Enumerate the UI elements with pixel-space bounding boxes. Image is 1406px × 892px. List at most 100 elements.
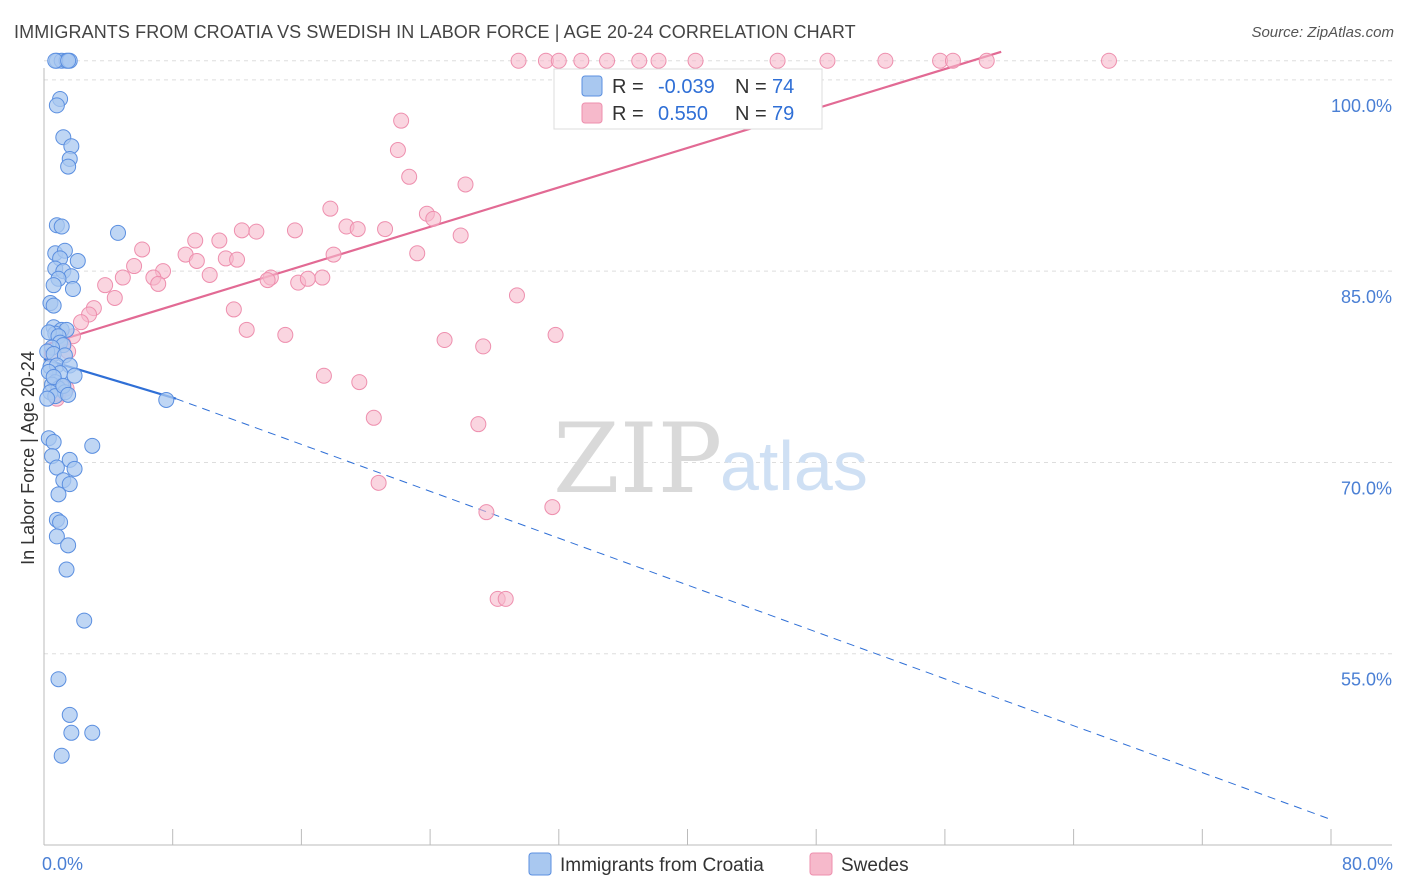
source-credit: Source: ZipAtlas.com	[1251, 24, 1394, 41]
point-croatia	[50, 671, 67, 688]
point-swedes	[238, 321, 255, 338]
chart-title: IMMIGRANTS FROM CROATIA VS SWEDISH IN LA…	[14, 22, 856, 42]
x-tick-labels: 0.0% 80.0%	[42, 854, 1393, 874]
point-swedes	[377, 221, 394, 238]
legend-r-value-swedes: 0.550	[658, 103, 708, 125]
point-swedes	[508, 287, 525, 304]
point-swedes	[299, 270, 316, 287]
point-swedes	[134, 241, 151, 258]
point-swedes	[393, 112, 410, 129]
point-croatia	[52, 514, 69, 531]
point-swedes	[573, 52, 590, 69]
watermark-atlas: atlas	[720, 427, 868, 505]
point-croatia	[69, 252, 86, 269]
point-croatia	[50, 486, 67, 503]
gridlines	[44, 60, 1392, 655]
point-croatia	[64, 281, 81, 298]
point-swedes	[229, 251, 246, 268]
point-swedes	[106, 289, 123, 306]
point-swedes	[769, 52, 786, 69]
watermark-zip: ZIP	[553, 403, 722, 515]
point-swedes	[97, 277, 114, 294]
axes	[43, 68, 1392, 846]
y-tick-label: 55.0%	[1341, 670, 1392, 690]
point-swedes	[211, 232, 228, 249]
point-swedes	[547, 326, 564, 343]
point-swedes	[286, 222, 303, 239]
point-croatia	[39, 390, 56, 407]
point-swedes	[650, 52, 667, 69]
point-swedes	[150, 275, 167, 292]
point-swedes	[944, 52, 961, 69]
point-croatia	[60, 158, 77, 175]
point-croatia	[61, 706, 78, 723]
point-croatia	[76, 612, 93, 629]
point-swedes	[687, 52, 704, 69]
point-swedes	[233, 222, 250, 239]
point-swedes	[457, 176, 474, 193]
x-tick-label: 0.0%	[42, 854, 83, 874]
watermark: ZIP atlas	[553, 403, 868, 515]
series-legend-label-swedes: Swedes	[841, 855, 909, 876]
point-swedes	[370, 474, 387, 491]
point-croatia	[158, 391, 175, 408]
point-swedes	[978, 52, 995, 69]
x-tick-label: 80.0%	[1342, 854, 1393, 874]
y-tick-label: 100.0%	[1331, 96, 1392, 116]
trendline-croatia	[175, 398, 1332, 820]
point-swedes	[401, 168, 418, 185]
series-legend-swatch-swedes	[809, 852, 833, 876]
series-legend-label-croatia: Immigrants from Croatia	[560, 855, 764, 876]
y-axis-label: In Labor Force | Age 20-24	[18, 351, 38, 565]
point-croatia	[63, 724, 80, 741]
legend-swatch-croatia	[581, 75, 603, 97]
legend-r-label: R =	[612, 76, 644, 98]
point-swedes	[314, 269, 331, 286]
legend-n-value-swedes: 79	[772, 103, 794, 125]
point-swedes	[819, 52, 836, 69]
point-swedes	[877, 52, 894, 69]
point-croatia	[45, 434, 62, 451]
point-swedes	[351, 374, 368, 391]
series-legend-swatch-croatia	[528, 852, 552, 876]
point-croatia	[66, 367, 83, 384]
point-swedes	[188, 252, 205, 269]
point-swedes	[478, 504, 495, 521]
point-swedes	[126, 258, 143, 275]
point-swedes	[436, 332, 453, 349]
data-points	[39, 52, 1117, 764]
y-tick-label: 70.0%	[1341, 478, 1392, 498]
point-swedes	[409, 245, 426, 262]
point-croatia	[60, 52, 77, 69]
legend-swatch-swedes	[581, 102, 603, 124]
point-croatia	[84, 724, 101, 741]
point-croatia	[84, 437, 101, 454]
point-swedes	[631, 52, 648, 69]
point-swedes	[187, 232, 204, 249]
legend-n-value-croatia: 74	[772, 76, 794, 98]
point-swedes	[497, 590, 514, 607]
stats-legend: R = -0.039 N = 74 R = 0.550 N = 79	[553, 68, 823, 130]
point-croatia	[60, 386, 77, 403]
point-swedes	[599, 52, 616, 69]
point-croatia	[110, 224, 127, 241]
point-swedes	[470, 416, 487, 433]
point-croatia	[53, 747, 70, 764]
point-croatia	[60, 537, 77, 554]
point-croatia	[53, 218, 70, 235]
y-tick-labels: 55.0% 70.0% 85.0% 100.0%	[1331, 96, 1392, 690]
point-swedes	[114, 269, 131, 286]
point-swedes	[259, 272, 276, 289]
point-swedes	[544, 499, 561, 516]
point-swedes	[510, 52, 527, 69]
point-swedes	[365, 409, 382, 426]
point-croatia	[48, 97, 65, 114]
point-croatia	[66, 460, 83, 477]
point-swedes	[225, 301, 242, 318]
point-croatia	[45, 297, 62, 314]
point-swedes	[1100, 52, 1117, 69]
point-croatia	[61, 476, 78, 493]
point-swedes	[248, 223, 265, 240]
point-swedes	[389, 142, 406, 159]
